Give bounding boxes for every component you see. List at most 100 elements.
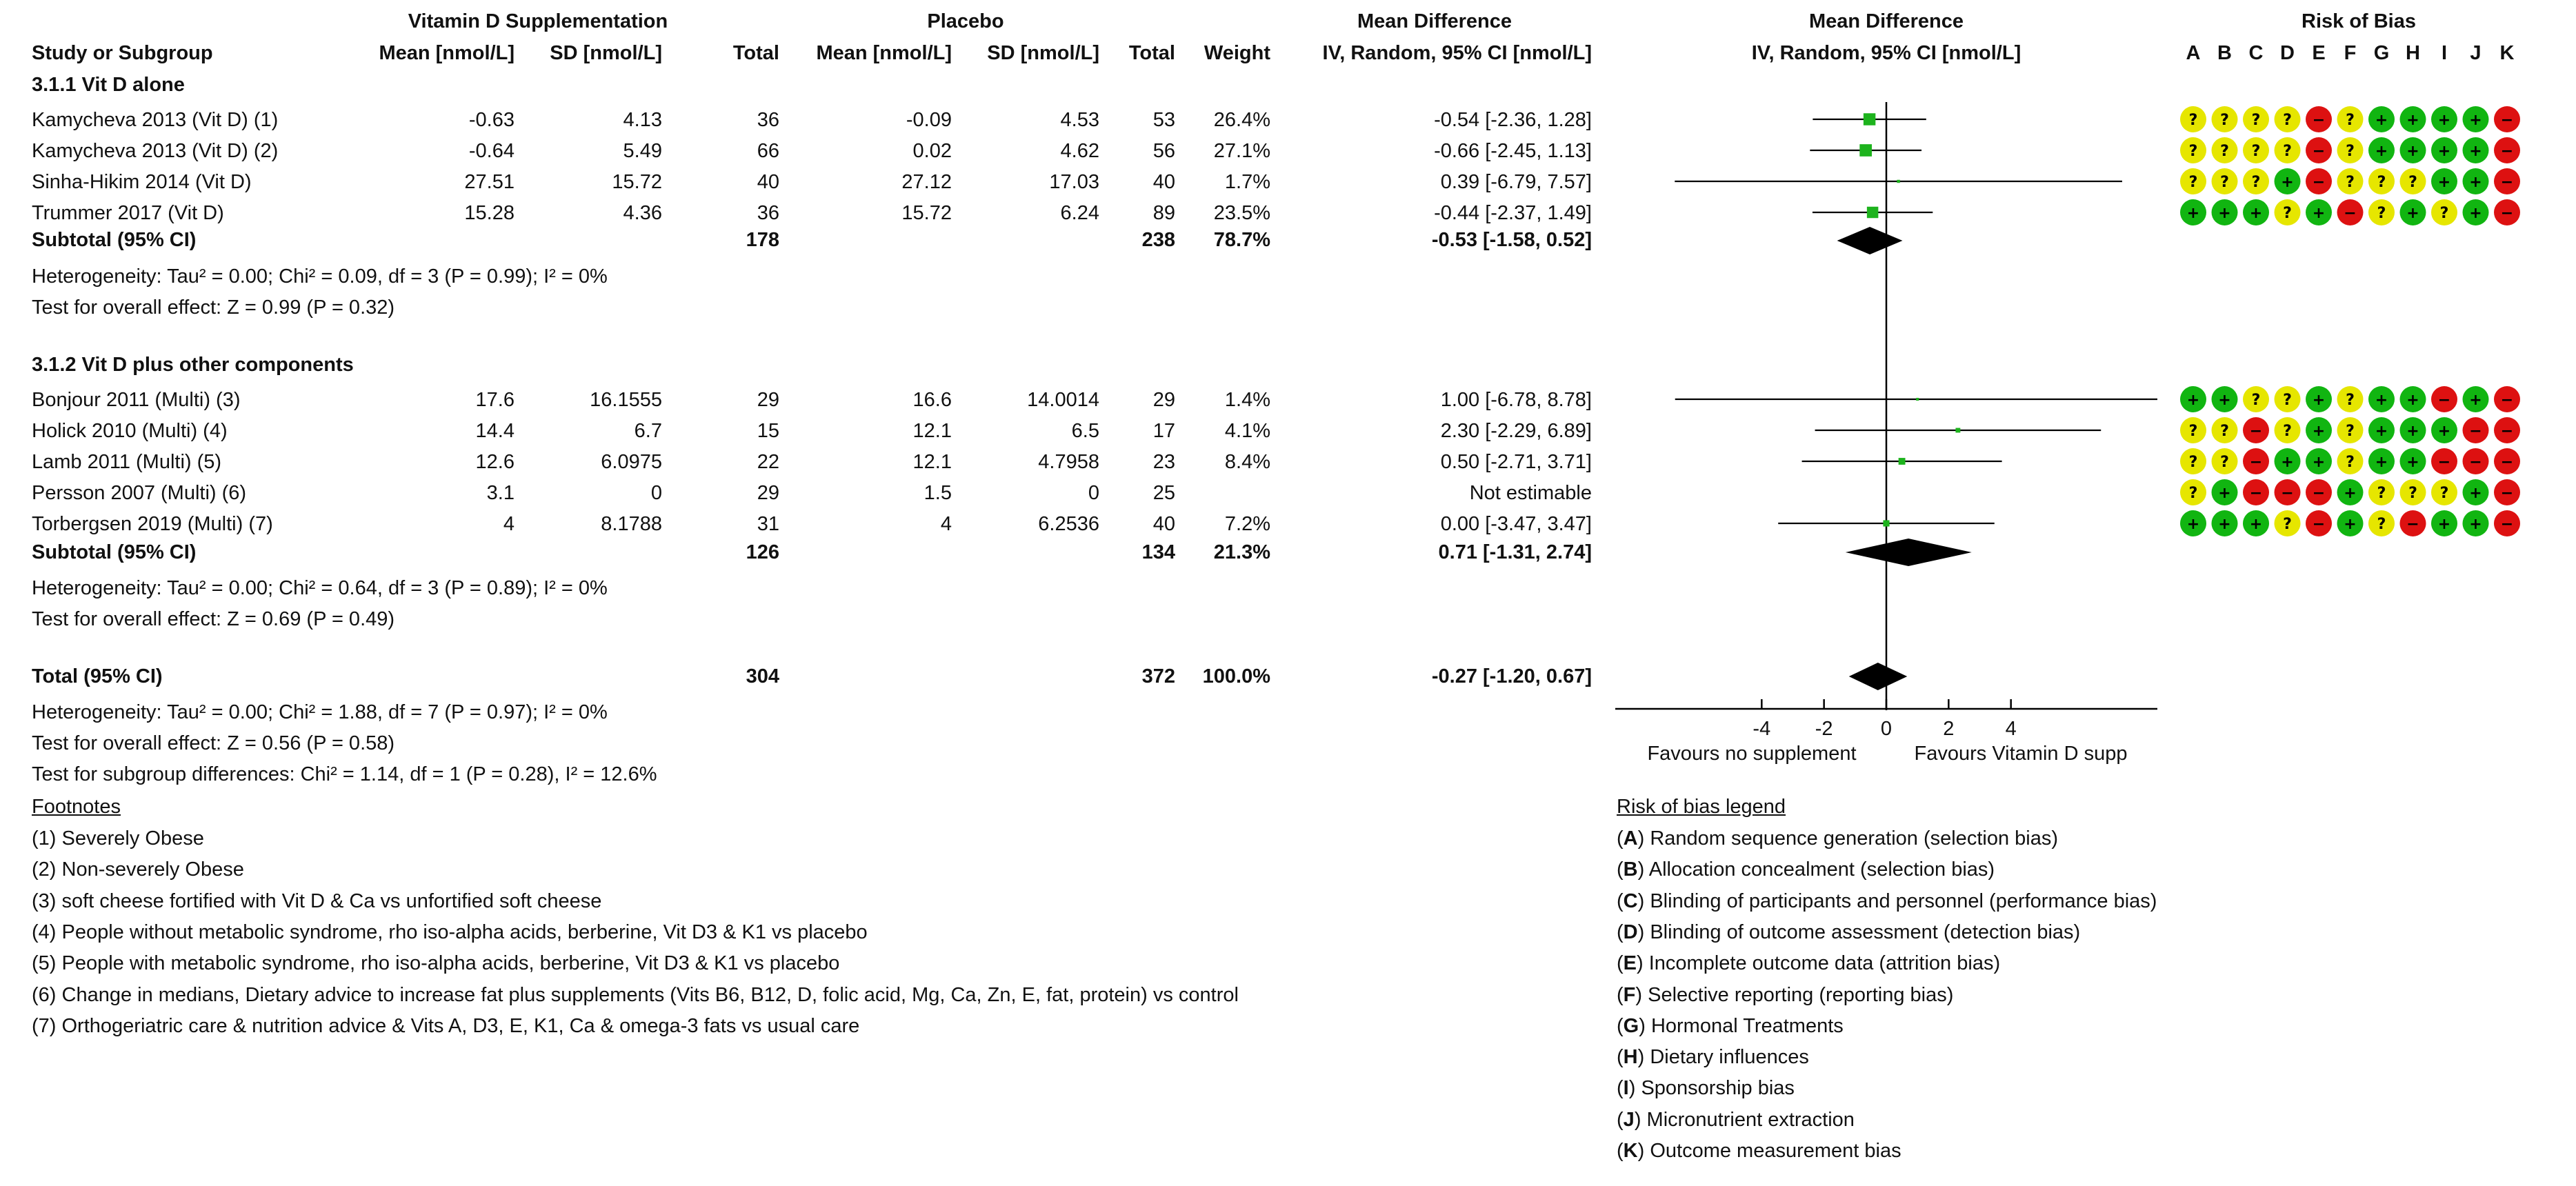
rob-dot-symbol: ? — [2189, 423, 2198, 440]
rob-dot-symbol: ? — [2346, 174, 2355, 191]
rob-legend-item: (A) Random sequence generation (selectio… — [1617, 827, 2058, 850]
rob-letter: I — [2441, 42, 2448, 64]
rob-dot — [2431, 510, 2457, 536]
ctl-mean: 0.02 — [912, 140, 952, 162]
study-name: Bonjour 2011 (Multi) (3) — [32, 389, 241, 411]
legend-text: Blinding of participants and personnel (… — [1650, 890, 2157, 912]
rob-dot-symbol: − — [2313, 516, 2325, 533]
rob-dot — [2368, 510, 2395, 536]
legend-paren: ( — [1617, 858, 1624, 881]
rob-dot — [2211, 479, 2238, 505]
rob-dot — [2306, 168, 2332, 194]
total-exp-total: 304 — [746, 665, 779, 687]
rob-dot — [2180, 479, 2206, 505]
rob-dot-symbol: + — [2469, 516, 2482, 533]
rob-dot — [2368, 417, 2395, 443]
rob-dot-symbol: + — [2438, 143, 2450, 160]
subtotal-ctl-total: 238 — [1141, 229, 1175, 251]
rob-legend-item: (H) Dietary influences — [1617, 1045, 1809, 1069]
rob-dot — [2306, 106, 2332, 132]
total-heterogeneity-text: Heterogeneity: Tau² = 0.00; Chi² = 1.88,… — [32, 701, 608, 723]
rob-dot-symbol: − — [2501, 454, 2513, 471]
rob-dot — [2494, 479, 2520, 505]
rob-dot — [2306, 386, 2332, 412]
study-weight: 7.2% — [1224, 513, 1270, 535]
rob-dot-symbol: ? — [2283, 516, 2292, 533]
rob-dot — [2180, 448, 2206, 474]
legend-paren: ) — [1639, 1014, 1651, 1037]
rob-dot-symbol: + — [2375, 423, 2388, 440]
rob-dot-symbol: + — [2187, 516, 2199, 533]
rob-dot — [2368, 168, 2395, 194]
rob-dot — [2494, 510, 2520, 536]
rob-dot — [2274, 510, 2301, 536]
total-ctl-total: 372 — [1141, 665, 1175, 687]
exp-total: 22 — [757, 451, 779, 473]
footnote-item: (3) soft cheese fortified with Vit D & C… — [32, 890, 602, 912]
ctl-sd: 6.2536 — [1038, 513, 1099, 535]
exp-sd: 4.13 — [623, 109, 662, 131]
overall-effect-text: Test for overall effect: Z = 0.99 (P = 0… — [32, 296, 395, 319]
study-ci: 0.39 [-6.79, 7.57] — [1440, 171, 1592, 193]
rob-dot-symbol: + — [2313, 392, 2325, 409]
rob-dot — [2211, 386, 2238, 412]
x-tick-label: 0 — [1881, 718, 1892, 740]
rob-letter: B — [2217, 42, 2232, 64]
rob-dot-symbol: ? — [2346, 423, 2355, 440]
rob-dot — [2337, 448, 2364, 474]
legend-paren: ) — [1637, 1140, 1650, 1162]
rob-dot-symbol: + — [2406, 392, 2419, 409]
rob-dot-symbol: + — [2344, 516, 2356, 533]
rob-letter: A — [2186, 42, 2201, 64]
rob-dot — [2368, 199, 2395, 225]
x-axis-label-left: Favours no supplement — [1647, 743, 1857, 765]
rob-dot-symbol: + — [2250, 205, 2262, 222]
legend-text: Hormonal Treatments — [1650, 1014, 1844, 1037]
rob-dot-symbol: + — [2218, 485, 2230, 502]
exp-sd: 6.0975 — [601, 451, 662, 473]
rob-dot — [2180, 199, 2206, 225]
rob-dot — [2211, 417, 2238, 443]
rob-dot-symbol: − — [2438, 454, 2450, 471]
legend-paren: ) — [1635, 983, 1648, 1006]
rob-dot — [2180, 168, 2206, 194]
rob-dot — [2337, 168, 2364, 194]
header-ctl-sd: SD [nmol/L] — [987, 42, 1099, 64]
rob-dot — [2399, 479, 2426, 505]
heterogeneity-text: Heterogeneity: Tau² = 0.00; Chi² = 0.64,… — [32, 577, 608, 599]
exp-sd: 6.7 — [634, 420, 662, 442]
ctl-mean: 16.6 — [912, 389, 952, 411]
legend-text: Incomplete outcome data (attrition bias) — [1648, 952, 2001, 975]
header-plot-title: Mean Difference — [1808, 10, 1964, 32]
exp-sd: 16.1555 — [590, 389, 662, 411]
header-exp-sd: SD [nmol/L] — [550, 42, 662, 64]
rob-dot-symbol: + — [2281, 174, 2293, 191]
rob-dot — [2431, 168, 2457, 194]
rob-dot-symbol: − — [2438, 392, 2450, 409]
legend-paren: ) — [1637, 858, 1649, 881]
rob-dot — [2462, 417, 2489, 443]
rob-dot — [2368, 106, 2395, 132]
rob-dot-symbol: ? — [2283, 423, 2292, 440]
rob-dot — [2431, 106, 2457, 132]
rob-dot — [2243, 448, 2269, 474]
exp-mean: -0.63 — [468, 109, 515, 131]
legend-paren: ) — [1634, 1108, 1647, 1131]
legend-text: Dietary influences — [1650, 1046, 1809, 1069]
rob-dot — [2494, 417, 2520, 443]
rob-letter: H — [2406, 42, 2420, 64]
rob-legend-item: (K) Outcome measurement bias — [1617, 1139, 1901, 1163]
header-md-sub: IV, Random, 95% CI [nmol/L] — [1322, 42, 1592, 64]
rob-letter: K — [2499, 42, 2515, 64]
footnotes-title: Footnotes — [32, 796, 121, 818]
footnote-item: (6) Change in medians, Dietary advice to… — [32, 983, 1239, 1006]
exp-mean: 12.6 — [475, 451, 515, 473]
exp-sd: 15.72 — [612, 171, 662, 193]
overall-effect-text: Test for overall effect: Z = 0.69 (P = 0… — [32, 608, 395, 630]
rob-dot-symbol: ? — [2346, 143, 2355, 160]
rob-legend-item: (G) Hormonal Treatments — [1617, 1014, 1844, 1038]
rob-dot-symbol: + — [2406, 454, 2419, 471]
study-weight: 8.4% — [1224, 451, 1270, 473]
heterogeneity-text: Heterogeneity: Tau² = 0.00; Chi² = 0.09,… — [32, 265, 608, 288]
point-estimate — [1859, 144, 1873, 157]
